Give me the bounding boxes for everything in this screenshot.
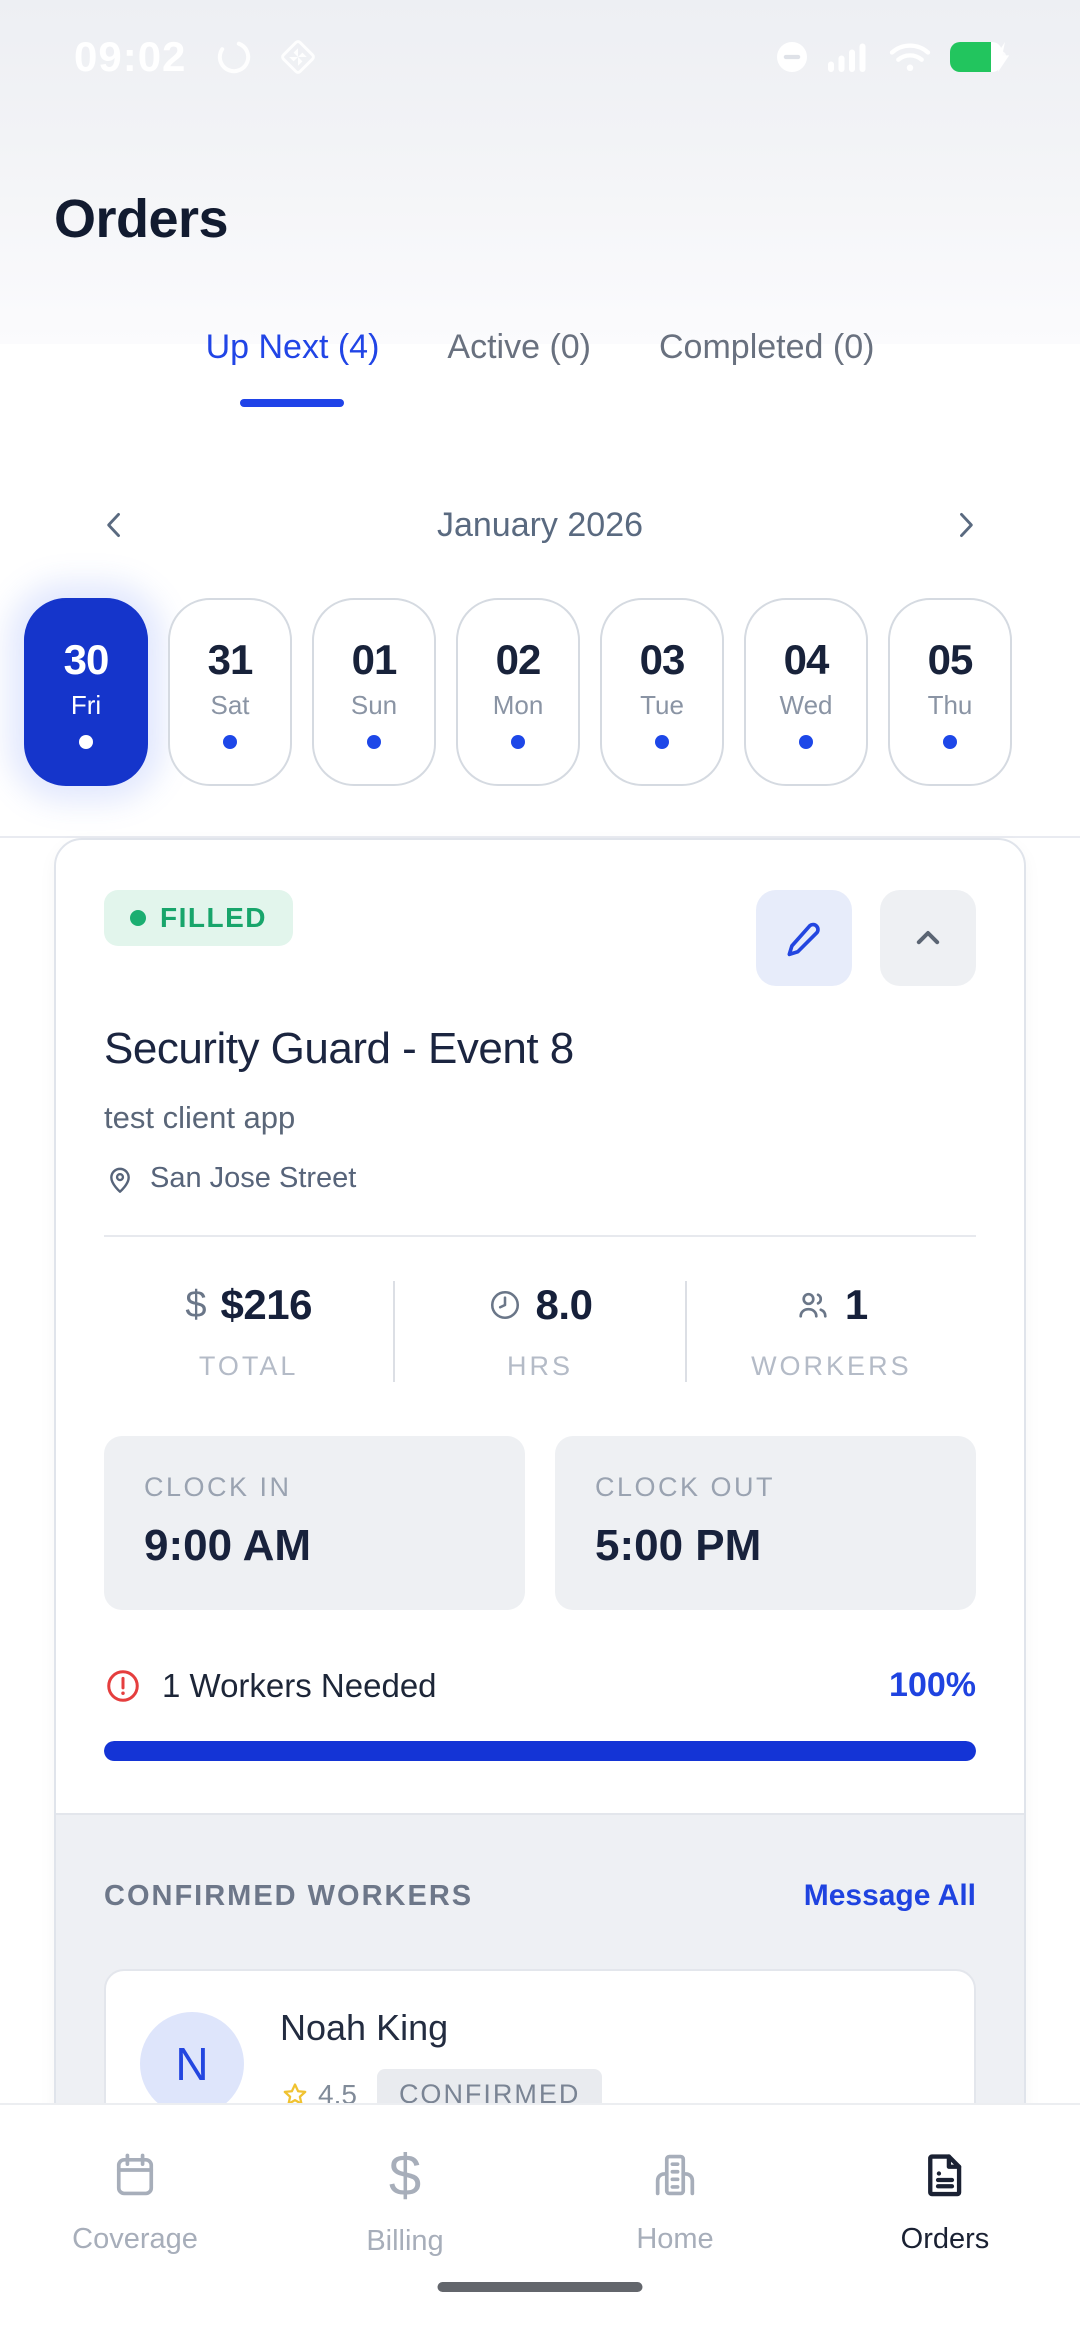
calendar-icon <box>109 2149 161 2201</box>
status-dot-icon <box>130 910 146 926</box>
nav-item-billing[interactable]: $ Billing <box>270 2143 540 2340</box>
day-pill-01-sun[interactable]: 01 Sun <box>312 598 436 786</box>
tab-active[interactable]: Active (0) <box>447 328 591 366</box>
tab-completed[interactable]: Completed (0) <box>659 328 875 366</box>
bottom-navigation: Coverage $ Billing Home <box>0 2103 1080 2340</box>
app-diamond-icon <box>276 35 320 79</box>
order-card: FILLED <box>54 838 1026 2238</box>
location-text: San Jose Street <box>150 1162 357 1194</box>
client-name: test client app <box>104 1100 296 1135</box>
card-divider <box>104 1235 976 1237</box>
workers-needed-row: 1 Workers Needed 100% <box>104 1666 976 1705</box>
fill-progress-value <box>104 1741 976 1761</box>
fill-percent: 100% <box>889 1666 976 1704</box>
status-badge: FILLED <box>104 890 293 946</box>
dollar-icon: $ <box>388 2143 422 2208</box>
nav-item-coverage[interactable]: Coverage <box>0 2149 270 2340</box>
home-indicator-handle[interactable] <box>437 2282 643 2292</box>
event-dot <box>655 734 669 749</box>
day-pill-05-thu[interactable]: 05 Thu <box>888 598 1012 786</box>
day-pill-31-sat[interactable]: 31 Sat <box>168 598 292 786</box>
workers-needed-text: 1 Workers Needed <box>162 1666 437 1704</box>
clock-icon <box>488 1288 522 1322</box>
status-bar: 09:02 <box>0 0 1080 104</box>
event-dot <box>511 734 525 749</box>
stat-hours: 8.0 HRS <box>393 1281 684 1382</box>
active-tab-underline <box>240 399 345 407</box>
status-time: 09:02 <box>74 33 187 80</box>
dollar-icon: $ <box>185 1283 207 1326</box>
page-title: Orders <box>54 189 229 249</box>
edit-order-button[interactable] <box>756 890 852 986</box>
message-all-link[interactable]: Message All <box>803 1879 976 1912</box>
clock-in-box: CLOCK IN 9:00 AM <box>104 1436 525 1610</box>
event-dot <box>79 734 93 749</box>
building-icon <box>649 2149 701 2201</box>
worker-avatar: N <box>140 2011 244 2116</box>
order-stats: $ $216 TOTAL 8.0 HRS <box>104 1281 976 1382</box>
section-divider <box>0 836 1080 838</box>
document-icon <box>919 2149 971 2201</box>
tab-up-next[interactable]: Up Next (4) <box>206 328 379 407</box>
collapse-card-button[interactable] <box>880 890 976 986</box>
loading-spinner-icon <box>214 37 254 77</box>
fill-progress-bar <box>104 1741 976 1761</box>
nav-item-home[interactable]: Home <box>540 2149 810 2340</box>
event-dot <box>799 734 813 749</box>
event-dot <box>367 734 381 749</box>
date-carousel: 30 Fri 31 Sat 01 Sun 02 Mon 03 Tue 04 We… <box>24 598 1012 786</box>
day-pill-30-fri[interactable]: 30 Fri <box>24 598 148 786</box>
location-pin-icon <box>104 1163 136 1195</box>
month-navigation: January 2026 <box>0 490 1080 560</box>
chevron-up-icon <box>908 918 948 958</box>
event-dot <box>223 734 237 749</box>
star-icon <box>280 2080 310 2110</box>
month-label: January 2026 <box>436 505 644 544</box>
day-pill-02-mon[interactable]: 02 Mon <box>456 598 580 786</box>
confirmed-workers-heading: CONFIRMED WORKERS <box>104 1879 474 1912</box>
event-dot <box>943 734 957 749</box>
battery-charging-icon <box>948 37 1016 77</box>
location-row: San Jose Street <box>104 1162 976 1195</box>
chevron-right-icon[interactable] <box>920 490 1010 560</box>
order-tabs: Up Next (4) Active (0) Completed (0) <box>0 328 1080 407</box>
day-pill-04-wed[interactable]: 04 Wed <box>744 598 868 786</box>
worker-name: Noah King <box>280 2007 449 2048</box>
do-not-disturb-icon <box>774 39 810 75</box>
alert-icon <box>104 1667 142 1705</box>
clock-out-box: CLOCK OUT 5:00 PM <box>555 1436 976 1610</box>
cell-signal-icon <box>826 39 872 75</box>
workers-icon <box>795 1287 831 1323</box>
stat-workers: 1 WORKERS <box>684 1281 976 1382</box>
stat-total: $ $216 TOTAL <box>185 1281 312 1381</box>
wifi-icon <box>888 39 932 75</box>
clock-times: CLOCK IN 9:00 AM CLOCK OUT 5:00 PM <box>104 1436 976 1610</box>
day-pill-03-tue[interactable]: 03 Tue <box>600 598 724 786</box>
nav-item-orders[interactable]: Orders <box>810 2149 1080 2340</box>
order-title: Security Guard - Event 8 <box>104 1024 574 1073</box>
pencil-icon <box>782 916 826 960</box>
chevron-left-icon[interactable] <box>70 490 160 560</box>
